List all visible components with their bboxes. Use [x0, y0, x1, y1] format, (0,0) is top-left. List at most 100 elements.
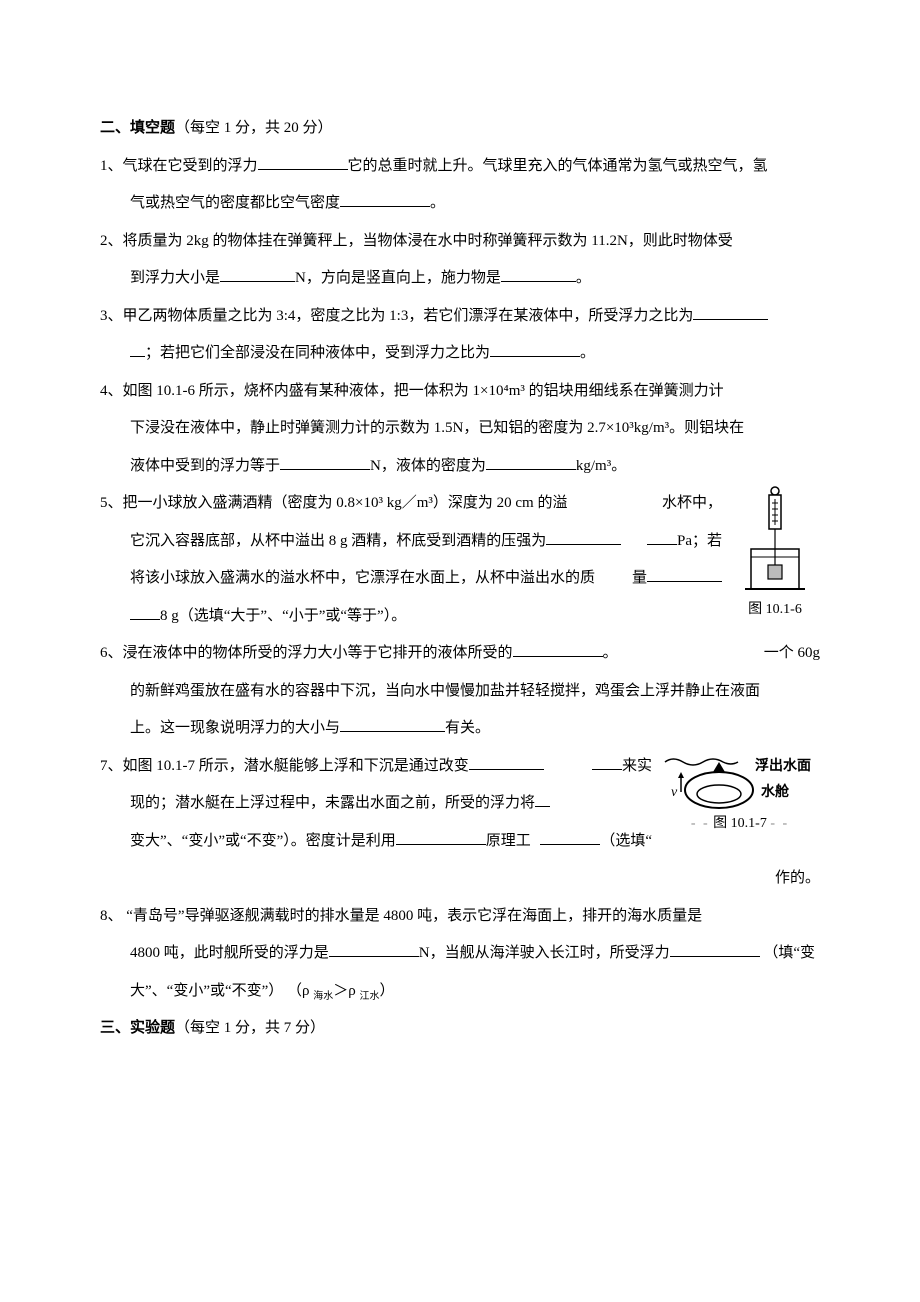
q5-blank1	[546, 529, 621, 545]
q5: 5、把一小球放入盛满酒精（密度为 0.8×10³ kg／m³）深度为 20 cm…	[100, 485, 820, 523]
q7-t3b: 原理工	[486, 833, 531, 849]
q7-t3: 变大”、“变小”或“不变”）。密度计是利用	[130, 833, 396, 849]
q1-t2: 它的总重时就上升。气球里充入的气体通常为氢气或热空气，氢	[348, 158, 768, 174]
q6-t2: 的新鲜鸡蛋放在盛有水的容器中下沉，当向水中慢慢加盐并轻轻搅拌，鸡蛋会上浮并静止在…	[130, 683, 760, 699]
q4-line3: 液体中受到的浮力等于 N，液体的密度为 kg/m³。	[100, 448, 820, 486]
q8-t1: “青岛号”导弹驱逐舰满载时的排水量是 4800 吨，表示它浮在海面上，排开的海水…	[123, 908, 703, 924]
q7-blank2b	[540, 829, 600, 845]
q7-t1: 如图 10.1-7 所示，潜水艇能够上浮和下沉是通过改变	[123, 758, 469, 774]
q2-t4: 。	[576, 270, 591, 286]
q2-blank2	[501, 266, 576, 282]
q3-blank1	[693, 304, 768, 320]
q6-t4: 有关。	[445, 720, 490, 736]
q1-blank2	[340, 191, 430, 207]
q5-line4: 8 g（选填“大于”、“小于”或“等于”）。	[100, 598, 820, 636]
q7-t3c: 作的。	[775, 860, 820, 898]
q5-num: 5、	[100, 495, 123, 511]
section2-note: （每空 1 分，共 20 分）	[175, 120, 333, 136]
q5-t3b: 量	[632, 570, 647, 586]
q7-blank1	[469, 754, 544, 770]
q4-t3: 液体中受到的浮力等于	[130, 458, 280, 474]
q4-blank1	[280, 454, 370, 470]
q3-blank2	[490, 341, 580, 357]
q6-t1b: 。	[603, 645, 618, 661]
q4-t2: 下浸没在液体中，静止时弹簧测力计的示数为 1.5N，已知铝的密度为 2.7×10…	[130, 420, 744, 436]
figure-10-1-6-label: 图 10.1-6	[730, 600, 820, 620]
q6-num: 6、	[100, 645, 123, 661]
q2-line2: 到浮力大小是 N，方向是竖直向上，施力物是 。	[100, 260, 820, 298]
q5-t2b: Pa；若	[677, 533, 722, 549]
q8-t2: 4800 吨，此时舰所受的浮力是	[130, 945, 329, 961]
q8-line2: 4800 吨，此时舰所受的浮力是 N，当舰从海洋驶入长江时，所受浮力 （填“变	[100, 935, 820, 973]
q8-t4: 大”、“变小”或“不变”） （ρ 海水＞ρ 江水）	[130, 983, 395, 999]
q6-blank2	[340, 716, 445, 732]
q6-t1c: 一个 60g	[794, 635, 820, 673]
q7-t1b: 来实	[622, 758, 652, 774]
q1-line2: 气或热空气的密度都比空气密度。	[100, 185, 820, 223]
q1-t3: 气或热空气的密度都比空气密度	[130, 195, 340, 211]
q3-t2: ；若把它们全部浸没在同种液体中，受到浮力之比为	[145, 345, 490, 361]
q2-t3: N，方向是竖直向上，施力物是	[295, 270, 501, 286]
q4: 4、如图 10.1-6 所示，烧杯内盛有某种液体，把一体积为 1×10⁴m³ 的…	[100, 373, 820, 411]
q4-line2: 下浸没在液体中，静止时弹簧测力计的示数为 1.5N，已知铝的密度为 2.7×10…	[100, 410, 820, 448]
q5-t2: 它沉入容器底部，从杯中溢出 8 g 酒精，杯底受到酒精的压强为	[130, 533, 546, 549]
q1: 1、气球在它受到的浮力 它的总重时就上升。气球里充入的气体通常为氢气或热空气，氢	[100, 148, 820, 186]
q1-num: 1、	[100, 158, 123, 174]
section3-title: 三、实验题	[100, 1020, 175, 1036]
fig7-dash-l: - -	[691, 816, 710, 831]
q2-num: 2、	[100, 233, 123, 249]
q7-t2: 现的；潜水艇在上浮过程中，未露出水面之前，所受的浮力将	[130, 795, 535, 811]
q6-t1: 浸在液体中的物体所受的浮力大小等于它排开的液体所受的	[123, 645, 513, 661]
q3-line2: ；若把它们全部浸没在同种液体中，受到浮力之比为 。	[100, 335, 820, 373]
q5-t3: 将该小球放入盛满水的溢水杯中，它漂浮在水面上，从杯中溢出水的质	[130, 570, 595, 586]
q8-blank2	[670, 941, 760, 957]
q3-t1: 甲乙两物体质量之比为 3:4，密度之比为 1:3，若它们漂浮在某液体中，所受浮力…	[123, 308, 694, 324]
q5-blank2b	[130, 604, 160, 620]
q1-blank1	[258, 154, 348, 170]
q7-blank3	[396, 829, 486, 845]
q8-t3b: （填“变	[760, 945, 815, 961]
q6-line2: 的新鲜鸡蛋放在盛有水的容器中下沉，当向水中慢慢加盐并轻轻搅拌，鸡蛋会上浮并静止在…	[100, 673, 820, 711]
q8: 8、 “青岛号”导弹驱逐舰满载时的排水量是 4800 吨，表示它浮在海面上，排开…	[100, 898, 820, 936]
fig7-text2: 水舱	[761, 783, 790, 800]
section3-note: （每空 1 分，共 7 分）	[175, 1020, 325, 1036]
q3: 3、甲乙两物体质量之比为 3:4，密度之比为 1:3，若它们漂浮在某液体中，所受…	[100, 298, 820, 336]
q5-blank2	[647, 566, 722, 582]
q3-num: 3、	[100, 308, 123, 324]
q5-t1b: 水杯中，	[692, 485, 722, 523]
q2: 2、将质量为 2kg 的物体挂在弹簧秤上，当物体浸在水中时称弹簧秤示数为 11.…	[100, 223, 820, 261]
q4-blank2	[486, 454, 576, 470]
q6-line3: 上。这一现象说明浮力的大小与 有关。	[100, 710, 820, 748]
q8-num: 8、	[100, 908, 123, 924]
q6-blank1	[513, 641, 603, 657]
q6: 6、浸在液体中的物体所受的浮力大小等于它排开的液体所受的 。 一个 60g	[100, 635, 820, 673]
q7: 7、如图 10.1-7 所示，潜水艇能够上浮和下沉是通过改变 来实	[100, 748, 820, 786]
q8-line3: 大”、“变小”或“不变”） （ρ 海水＞ρ 江水）	[100, 973, 820, 1011]
section2-title: 二、填空题	[100, 120, 175, 136]
q4-t5: kg/m³。	[576, 458, 626, 474]
q4-t1: 如图 10.1-6 所示，烧杯内盛有某种液体，把一体积为 1×10⁴m³ 的铝块…	[123, 383, 724, 399]
figure-10-1-7-label: 图 10.1-7	[713, 816, 767, 831]
q5-line2: 它沉入容器底部，从杯中溢出 8 g 酒精，杯底受到酒精的压强为 Pa；若	[100, 523, 820, 561]
q4-num: 4、	[100, 383, 123, 399]
q7-blank2	[535, 791, 550, 807]
q2-blank1	[220, 266, 295, 282]
q4-t4: N，液体的密度为	[370, 458, 486, 474]
section2-header: 二、填空题（每空 1 分，共 20 分）	[100, 110, 820, 148]
q6-t3: 上。这一现象说明浮力的大小与	[130, 720, 340, 736]
q5-t1: 把一小球放入盛满酒精（密度为 0.8×10³ kg／m³）深度为 20 cm 的…	[123, 495, 568, 511]
section3-header: 三、实验题（每空 1 分，共 7 分）	[100, 1010, 820, 1048]
q3-t3: 。	[580, 345, 595, 361]
q5-t4: 8 g（选填“大于”、“小于”或“等于”）。	[160, 608, 406, 624]
q1-t1: 气球在它受到的浮力	[123, 158, 258, 174]
q2-t2: 到浮力大小是	[130, 270, 220, 286]
fig7-v: v	[671, 785, 678, 800]
q5-blank1b	[647, 529, 677, 545]
q7-blank1b	[592, 754, 622, 770]
q7-t2b: （选填“	[600, 833, 652, 849]
q8-t3: N，当舰从海洋驶入长江时，所受浮力	[419, 945, 670, 961]
q5-line3: 将该小球放入盛满水的溢水杯中，它漂浮在水面上，从杯中溢出水的质 量	[100, 560, 820, 598]
fig7-dash-r: - -	[770, 816, 789, 831]
q2-t1: 将质量为 2kg 的物体挂在弹簧秤上，当物体浸在水中时称弹簧秤示数为 11.2N…	[123, 233, 733, 249]
q8-blank1	[329, 941, 419, 957]
